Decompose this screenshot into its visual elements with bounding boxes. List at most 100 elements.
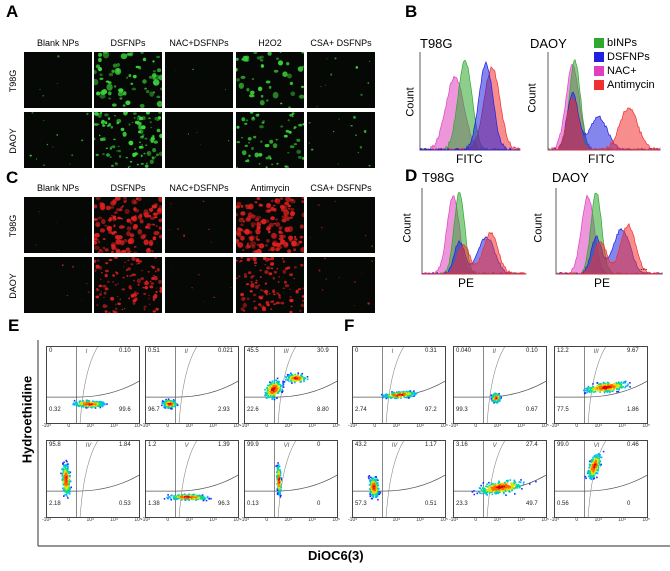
panelF-x-tick-6-1: 0 [575, 517, 579, 523]
panelF-x-tick-3-1: 0 [575, 423, 579, 429]
panelF-q-ll-1: 2.74 [355, 407, 367, 413]
panelE-q-ul-4: 95.8 [49, 442, 61, 448]
panelA-micrograph-r0-c2 [165, 52, 233, 108]
panelE-flow-plot-2: 0.51 0.021 96.7 2.93 II [145, 346, 239, 424]
panel-d-title-daoy: DAOY [552, 170, 589, 185]
panelA-micrograph-r0-c4 [307, 52, 375, 108]
panel-c-letter: C [6, 168, 19, 187]
panelA-col-header-1: DSFNPs [110, 38, 146, 48]
panelF-roman-3: III [593, 349, 599, 355]
legend-entry-1: DSFNPs [594, 50, 655, 64]
panel-d-xlabel-daoy: PE [594, 276, 611, 290]
panelE-x-tick-6-4: 10⁵ [332, 517, 340, 523]
panelE-flow-plot-5: 1.2 1.39 1.38 96.3 V [145, 440, 239, 518]
panelE-q-ur-2: 0.021 [218, 348, 234, 354]
panelC-micrograph-r1-c3 [236, 257, 304, 313]
panelF-q-ur-3: 9.67 [627, 348, 639, 354]
panel-b-histogram-t98g [419, 52, 521, 151]
panelF-q-lr-1: 97.2 [425, 407, 437, 413]
panelF-q-ll-6: 0.56 [557, 501, 569, 507]
panelE-q-ul-1: 0 [49, 348, 53, 354]
panelE-q-lr-1: 99.6 [119, 407, 131, 413]
panelF-x-tick-2-0: -10³ [449, 423, 458, 429]
panel-f-letter: F [344, 316, 355, 335]
panelF-x-tick-3-4: 10⁵ [642, 423, 650, 429]
histD2-series-3 [556, 223, 663, 275]
panelF-x-ticks-2: -10³ 0 10³ 10⁴ 10⁵ [449, 423, 549, 429]
panelF-x-tick-4-0: -10³ [348, 517, 357, 523]
panelA-col-header-4: CSA+ DSFNPs [310, 38, 372, 48]
panelF-roman-4: IV [391, 443, 398, 449]
panelA-micrograph-r1-c1 [94, 112, 162, 168]
panelF-x-tick-5-1: 0 [474, 517, 478, 523]
panelE-x-tick-3-0: -10³ [240, 423, 249, 429]
panel-d-ylabel-t98g: Count [401, 213, 414, 243]
panelF-q-ur-4: 1.17 [425, 442, 437, 448]
panelA-row-label-1: DAOY [8, 128, 18, 154]
panel-b-ylabel-daoy: Count [526, 83, 539, 113]
panelE-x-ticks-1: -10³ 0 10³ 10⁴ 10⁵ [42, 423, 142, 429]
panelE-x-tick-3-3: 10⁴ [308, 423, 316, 429]
panelE-x-tick-5-0: -10³ [141, 517, 150, 523]
panelE-q-ll-5: 1.38 [148, 501, 160, 507]
panelF-x-tick-2-2: 10³ [493, 423, 501, 429]
panelE-x-tick-6-3: 10⁴ [308, 517, 316, 523]
panelE-x-tick-3-4: 10⁵ [332, 423, 340, 429]
panel-d-letter: D [405, 166, 418, 185]
panelF-x-tick-3-3: 10⁴ [618, 423, 626, 429]
panelE-q-ur-6: 0 [317, 442, 321, 448]
panelF-x-tick-4-4: 10⁵ [440, 517, 448, 523]
panelF-q-lr-2: 0.67 [526, 407, 538, 413]
panelF-x-tick-5-3: 10⁴ [517, 517, 525, 523]
panelE-roman-3: III [283, 349, 289, 355]
panel-d-ellipsis: ... [640, 262, 648, 272]
panel-b-histogram-daoy [547, 52, 661, 151]
panelF-x-tick-1-1: 0 [373, 423, 377, 429]
panelF-x-tick-1-4: 10⁵ [440, 423, 448, 429]
panelF-q-lr-4: 0.51 [425, 501, 437, 507]
panelF-x-tick-2-4: 10⁵ [541, 423, 549, 429]
panelE-x-tick-1-0: -10³ [42, 423, 51, 429]
panelE-x-tick-4-0: -10³ [42, 517, 51, 523]
panelF-x-tick-4-2: 10³ [392, 517, 400, 523]
panelF-q-lr-6: 0 [627, 501, 631, 507]
panelE-x-ticks-2: -10³ 0 10³ 10⁴ 10⁵ [141, 423, 241, 429]
panelC-micrograph-r1-c2 [165, 257, 233, 313]
panelF-q-ul-4: 43.2 [355, 442, 367, 448]
panelF-q-ul-1: 0 [355, 348, 359, 354]
panelA-micrograph-r1-c3 [236, 112, 304, 168]
legend-swatch-2 [594, 66, 604, 77]
panelF-roman-1: I [391, 349, 394, 355]
panelE-x-ticks-6: -10³ 0 10³ 10⁴ 10⁵ [240, 517, 340, 523]
panelC-row-label-1: DAOY [8, 273, 18, 299]
panelE-roman-2: II [184, 349, 188, 355]
panelF-flow-plot-6: 99.0 0.46 0.56 0 VI [554, 440, 648, 518]
panelE-x-tick-4-1: 0 [67, 517, 71, 523]
panelE-x-tick-1-2: 10³ [86, 423, 94, 429]
panelC-micrograph-r0-c4 [307, 197, 375, 253]
panelC-micrograph-r1-c0 [24, 257, 92, 313]
panelF-flow-plot-4: 43.2 1.17 57.3 0.51 IV [352, 440, 446, 518]
panelE-x-ticks-5: -10³ 0 10³ 10⁴ 10⁵ [141, 517, 241, 523]
panelE-q-ll-2: 96.7 [148, 407, 160, 413]
panelE-q-ur-4: 1.84 [119, 442, 131, 448]
panelF-roman-2: II [492, 349, 496, 355]
panelF-q-lr-3: 1.86 [627, 407, 639, 413]
panelA-col-header-2: NAC+DSFNPs [169, 38, 229, 48]
panelF-q-ul-5: 3.16 [456, 442, 468, 448]
panelF-q-ur-2: 0.10 [526, 348, 538, 354]
panelF-q-ul-6: 99.0 [557, 442, 569, 448]
panel-a-letter: A [6, 2, 19, 21]
panelF-flow-plot-2: 0.040 0.10 99.3 0.67 II [453, 346, 547, 424]
panelE-q-ul-2: 0.51 [148, 348, 160, 354]
panelC-col-header-1: DSFNPs [110, 183, 146, 193]
panelF-q-lr-5: 49.7 [526, 501, 538, 507]
panelE-q-lr-5: 96.3 [218, 501, 230, 507]
panelF-x-tick-4-3: 10⁴ [416, 517, 424, 523]
panelE-x-tick-6-2: 10³ [284, 517, 292, 523]
panelF-x-tick-2-1: 0 [474, 423, 478, 429]
panelC-micrograph-r0-c0 [24, 197, 92, 253]
panel-ef-frame [37, 340, 670, 547]
panelC-micrograph-r0-c1 [94, 197, 162, 253]
panelF-x-ticks-3: -10³ 0 10³ 10⁴ 10⁵ [550, 423, 650, 429]
